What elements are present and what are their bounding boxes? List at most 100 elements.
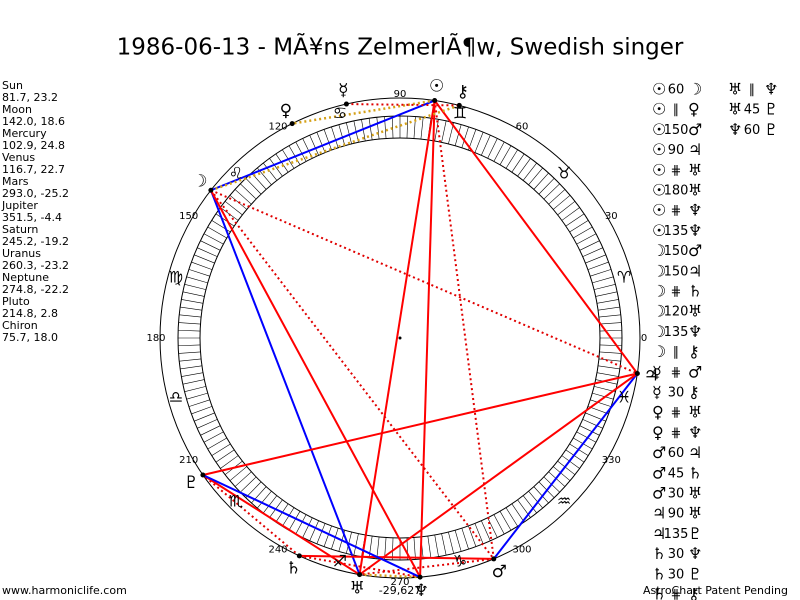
planet-glyph: ⚷ — [457, 82, 469, 102]
planet-coords: 274.8, -22.2 — [2, 283, 69, 296]
ring-hatch — [553, 466, 571, 481]
degree-label: 90 — [394, 89, 407, 100]
planet-glyph: ♂ — [492, 562, 507, 582]
degree-label: 180 — [146, 333, 165, 344]
aspect-planet: ♃ — [688, 443, 702, 462]
ring-hatch — [194, 412, 215, 422]
ring-hatch — [481, 520, 491, 541]
ring-hatch — [493, 141, 505, 162]
ring-hatch — [441, 533, 447, 556]
ring-hatch — [420, 117, 424, 140]
ring-hatch — [565, 449, 585, 463]
planet-coords: 81.7, 23.2 — [2, 91, 58, 104]
aspect-type: 45 — [744, 103, 761, 118]
aspect-type: 45 — [668, 466, 685, 481]
ring-hatch — [186, 276, 208, 284]
aspect-planet: ♂ — [652, 443, 666, 462]
ring-hatch — [569, 220, 589, 233]
ring-hatch — [191, 261, 213, 270]
aspect-planet: ☉ — [652, 221, 666, 240]
ring-hatch — [487, 517, 498, 538]
aspect-planet: ☽ — [652, 342, 666, 361]
aspect-planet: ♅ — [688, 302, 702, 321]
ring-hatch — [178, 344, 201, 347]
aspect-planet: ☽ — [688, 80, 702, 99]
ring-hatch — [234, 471, 252, 487]
ring-hatch — [376, 536, 380, 559]
sign-glyph: ♓ — [617, 388, 631, 407]
aspect-planet: ☽ — [652, 282, 666, 301]
aspect-line — [299, 554, 421, 579]
aspect-type: 60 — [668, 446, 685, 461]
aspect-planet: ☉ — [652, 181, 666, 200]
aspect-line — [202, 474, 361, 576]
ring-hatch — [599, 329, 622, 332]
planet-name: Uranus — [2, 247, 41, 260]
ring-hatch — [295, 514, 307, 535]
aspect-planet: ♆ — [688, 544, 702, 563]
footer-left: www.harmoniclife.com — [2, 584, 127, 597]
aspect-type: 150 — [664, 264, 689, 279]
degree-label: 240 — [268, 544, 287, 555]
planet-name: Pluto — [2, 295, 30, 308]
planet-dot — [634, 370, 640, 376]
ring-hatch — [368, 118, 373, 140]
ring-hatch — [269, 158, 283, 177]
aspect-line — [202, 474, 300, 557]
ring-hatch — [528, 491, 543, 509]
aspect-planet: ♇ — [764, 120, 778, 139]
aspect-planet: ♅ — [688, 181, 702, 200]
aspect-type: 30 — [668, 487, 685, 502]
ring-hatch — [194, 254, 215, 264]
aspect-line — [419, 100, 436, 578]
ring-hatch — [598, 365, 620, 370]
ring-hatch — [587, 261, 609, 270]
planet-glyph: ♅ — [350, 578, 365, 598]
ring-hatch — [533, 486, 549, 504]
ring-hatch — [207, 226, 227, 239]
planet-name: Chiron — [2, 319, 38, 332]
planet-glyph: ☽ — [192, 172, 207, 192]
aspect-type: ⋕ — [671, 285, 682, 300]
ring-hatch — [316, 523, 326, 544]
ring-hatch — [598, 306, 620, 311]
aspect-planet: ☉ — [652, 140, 666, 159]
ring-hatch — [188, 269, 210, 277]
ring-hatch — [548, 471, 566, 487]
aspect-type: 180 — [664, 184, 689, 199]
sign-glyph: ♑ — [453, 552, 467, 571]
ring-hatch — [454, 530, 462, 552]
degree-label: 330 — [602, 455, 621, 466]
ring-hatch — [528, 167, 543, 185]
ring-hatch — [331, 126, 339, 148]
ring-hatch — [309, 135, 319, 156]
ring-hatch — [178, 351, 201, 354]
ring-hatch — [596, 372, 619, 377]
aspect-planet: ♆ — [688, 201, 702, 220]
aspect-type: ⋕ — [671, 588, 682, 600]
ring-hatch — [229, 466, 247, 481]
sign-glyph: ♐ — [333, 552, 347, 571]
planet-glyph: ♆ — [414, 581, 429, 600]
aspect-planet: ♂ — [652, 463, 666, 482]
ring-hatch — [595, 291, 618, 297]
ring-hatch — [240, 183, 257, 200]
aspect-line — [202, 474, 421, 579]
planet-dot — [491, 556, 497, 562]
aspect-planet: ♇ — [764, 100, 778, 119]
ring-hatch — [499, 145, 512, 165]
aspect-planet: ♅ — [688, 160, 702, 179]
aspect-planet: ♅ — [688, 403, 702, 422]
planet-dot — [417, 574, 423, 580]
ring-hatch — [593, 284, 616, 290]
outer-circle — [159, 97, 641, 579]
aspect-planet: ♀ — [652, 423, 664, 442]
aspect-planet: ☿ — [652, 383, 662, 402]
ring-hatch — [454, 124, 462, 146]
sign-glyph: ♏ — [229, 492, 243, 511]
aspect-planet: ♂ — [688, 120, 702, 139]
ring-hatch — [511, 153, 525, 173]
ring-hatch — [182, 291, 205, 297]
aspect-planet: ☽ — [652, 302, 666, 321]
